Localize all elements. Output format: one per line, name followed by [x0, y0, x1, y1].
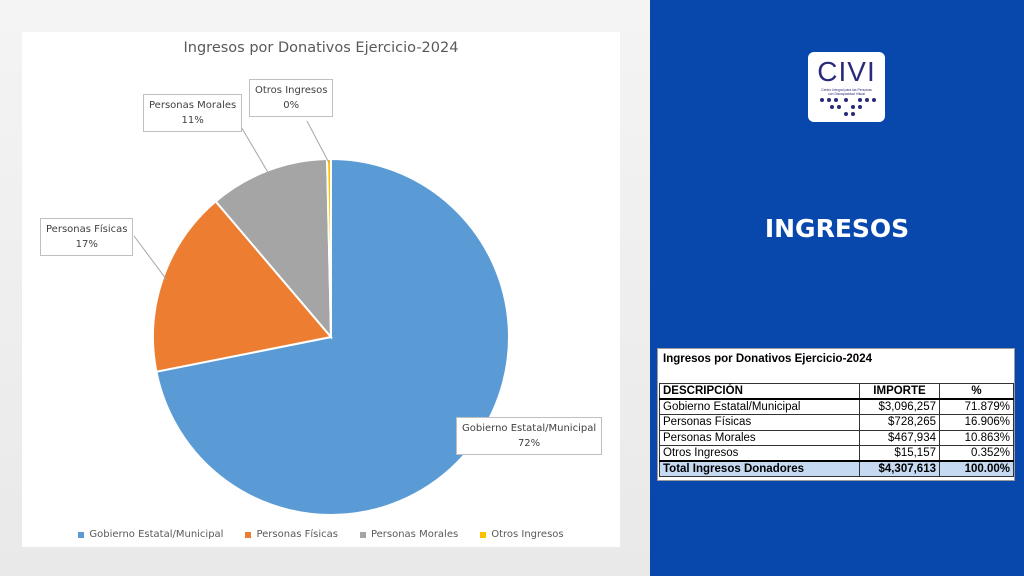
row-amount: $3,096,257: [859, 398, 940, 415]
pie-chart-card: Ingresos por Donativos Ejercicio-2024 Go…: [22, 32, 620, 547]
table-row: Personas Morales $467,934 10.863%: [659, 429, 1014, 446]
logo-wordmark: CIVI: [817, 56, 876, 87]
data-label-morales-value: 11%: [181, 115, 204, 126]
pie-slice-fisicas: [152, 199, 333, 373]
pie-slice-morales: [214, 158, 333, 340]
leader-line: [133, 235, 168, 281]
data-label-morales: Personas Morales 11%: [143, 94, 243, 132]
data-label-morales-category: Personas Morales: [149, 100, 237, 111]
chart-legend: Gobierno Estatal/Municipal Personas Físi…: [22, 529, 620, 540]
legend-swatch-otros: [480, 531, 487, 538]
total-percent: 100.00%: [939, 460, 1014, 477]
data-label-gobierno: Gobierno Estatal/Municipal 72%: [456, 417, 603, 455]
total-description: Total Ingresos Donadores: [659, 460, 860, 477]
leader-line: [239, 124, 270, 175]
table-row: Gobierno Estatal/Municipal $3,096,257 71…: [659, 398, 1014, 415]
pie-chart: [133, 120, 510, 516]
income-table: DESCRIPCIÓN IMPORTE % Gobierno Estatal/M…: [659, 383, 1014, 477]
legend-item-otros: Otros Ingresos: [480, 529, 564, 540]
row-percent: 16.906%: [939, 414, 1014, 431]
row-description: Personas Físicas: [659, 414, 860, 431]
row-amount: $15,157: [859, 445, 940, 462]
row-amount: $728,265: [859, 414, 940, 431]
legend-item-gobierno: Gobierno Estatal/Municipal: [78, 529, 223, 540]
chart-title: Ingresos por Donativos Ejercicio-2024: [183, 40, 459, 56]
data-label-otros: Otros Ingresos 0%: [249, 79, 334, 117]
data-label-otros-category: Otros Ingresos: [255, 85, 328, 96]
logo-subtext: Centro Integral para las Personas con Di…: [821, 88, 872, 96]
table-header-row: DESCRIPCIÓN IMPORTE %: [659, 383, 1014, 400]
legend-swatch-morales: [359, 531, 366, 538]
legend-swatch-fisicas: [245, 531, 252, 538]
data-label-fisicas-value: 17%: [75, 239, 98, 250]
legend-label-fisicas: Personas Físicas: [256, 529, 338, 540]
data-label-otros-value: 0%: [283, 100, 300, 111]
row-description: Personas Morales: [659, 429, 860, 446]
header-descripcion: DESCRIPCIÓN: [659, 383, 860, 400]
legend-item-morales: Personas Morales: [359, 529, 459, 540]
section-title: INGRESOS: [764, 214, 910, 243]
table-title: Ingresos por Donativos Ejercicio-2024: [663, 353, 872, 365]
legend-label-otros: Otros Ingresos: [491, 529, 564, 540]
table-row: Personas Físicas $728,265 16.906%: [659, 414, 1014, 431]
row-amount: $467,934: [859, 429, 940, 446]
row-percent: 71.879%: [939, 398, 1014, 415]
legend-label-gobierno: Gobierno Estatal/Municipal: [89, 529, 224, 540]
legend-item-fisicas: Personas Físicas: [245, 529, 338, 540]
row-percent: 10.863%: [939, 429, 1014, 446]
row-percent: 0.352%: [939, 445, 1014, 462]
data-label-gobierno-category: Gobierno Estatal/Municipal: [462, 423, 597, 434]
total-amount: $4,307,613: [859, 460, 940, 477]
leader-line: [306, 120, 330, 164]
table-total-row: Total Ingresos Donadores $4,307,613 100.…: [659, 460, 1014, 477]
header-importe: IMPORTE: [859, 383, 940, 400]
civi-logo: CIVI Centro Integral para las Personas c…: [808, 52, 885, 122]
right-panel: CIVI Centro Integral para las Personas c…: [650, 0, 1024, 576]
income-table-card: Ingresos por Donativos Ejercicio-2024 DE…: [657, 348, 1015, 481]
legend-swatch-gobierno: [78, 531, 85, 538]
legend-label-morales: Personas Morales: [370, 529, 459, 540]
row-description: Gobierno Estatal/Municipal: [659, 398, 860, 415]
row-description: Otros Ingresos: [659, 445, 860, 462]
braille-dots-icon: [820, 98, 876, 116]
header-percent: %: [939, 383, 1014, 400]
data-label-gobierno-value: 72%: [517, 438, 541, 449]
data-label-fisicas: Personas Físicas 17%: [40, 218, 134, 256]
table-row: Otros Ingresos $15,157 0.352%: [659, 445, 1014, 462]
data-label-fisicas-category: Personas Físicas: [46, 224, 128, 235]
